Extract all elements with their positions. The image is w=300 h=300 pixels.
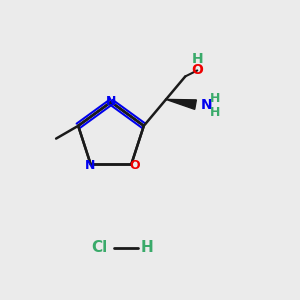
Text: H: H (141, 240, 154, 255)
Text: O: O (130, 159, 140, 172)
Text: N: N (85, 159, 95, 172)
Text: Cl: Cl (92, 240, 108, 255)
Text: H: H (210, 92, 220, 104)
Text: O: O (191, 63, 203, 77)
Polygon shape (166, 99, 196, 109)
Text: N: N (201, 98, 213, 112)
Text: H: H (210, 106, 220, 118)
Text: N: N (106, 95, 116, 108)
Text: H: H (191, 52, 203, 66)
